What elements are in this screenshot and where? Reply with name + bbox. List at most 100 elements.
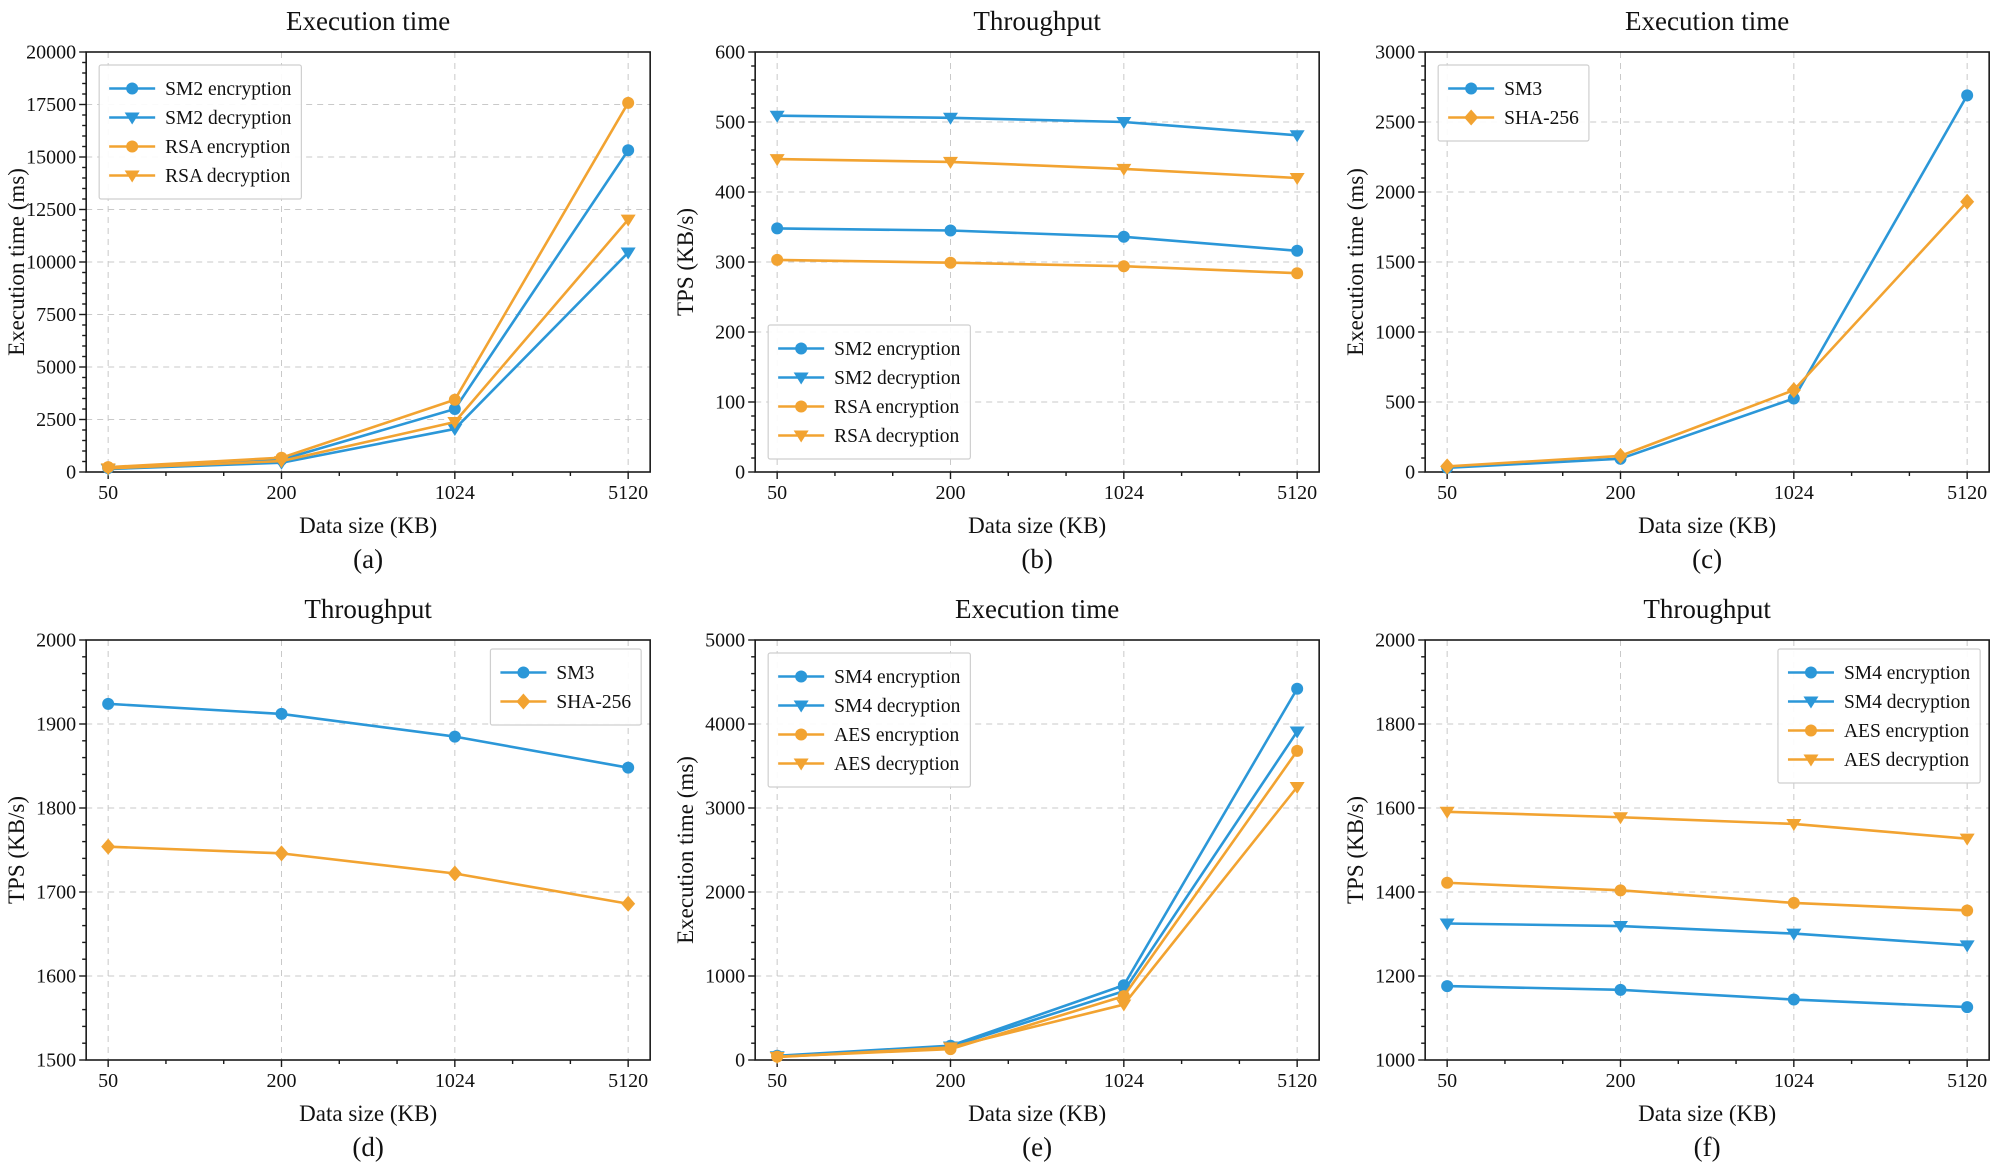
data-point-marker [1614,983,1627,996]
data-point-marker [102,697,115,710]
series-line [108,845,629,906]
legend-label: RSA encryption [165,137,290,158]
legend-marker [795,400,808,413]
x-axis-label: Data size (KB) [1638,1101,1776,1126]
data-point-marker [622,761,635,774]
y-tick-label: 7500 [36,304,76,326]
y-tick-label: 300 [715,252,745,274]
data-point-marker [1439,458,1454,475]
series-line [1446,810,1967,840]
y-tick-label: 1500 [1375,252,1415,274]
data-point-marker [1786,382,1801,399]
y-tick-label: 0 [66,462,76,484]
legend-label: SM3 [556,663,594,684]
plot-border [754,639,1321,1061]
data-point-marker [1787,896,1800,909]
y-tick-label: 15000 [26,147,76,169]
chart-title: Execution time [1625,6,1789,36]
data-point-marker [1289,173,1305,185]
series-line [108,702,629,769]
axis-ticks [79,639,629,1067]
chart-caption: (a) [353,544,383,574]
y-tick-label: 1000 [705,966,745,988]
y-axis-label: TPS (KB/s) [1343,796,1368,904]
data-point-marker [447,423,463,436]
data-point-marker [1959,940,1975,953]
y-tick-label: 2000 [1375,182,1415,204]
x-tick-label: 50 [98,482,118,504]
data-point-marker [769,110,785,123]
legend-label: SM2 decryption [834,368,960,389]
series-line [1446,881,1967,912]
chart-caption: (b) [1022,544,1053,574]
legend-marker [795,728,808,741]
data-point-marker [1959,833,1975,846]
chart-e: 0 1000 2000 3000 4000 5000 50 200 1024 5120 SM4 en… [669,588,1338,1176]
plot-border [85,639,651,1061]
data-point-marker [1612,812,1628,825]
x-tick-label: 50 [1437,482,1457,504]
y-tick-label: 2500 [1375,112,1415,134]
y-tick-label: 1700 [36,882,76,904]
y-tick-label: 3000 [705,798,745,820]
data-point-marker [620,214,636,227]
y-tick-label: 4000 [705,714,745,736]
data-point-marker [274,845,289,862]
series-line [108,251,630,471]
x-tick-label: 1024 [435,482,475,504]
y-axis-label: TPS (KB/s) [673,208,698,316]
data-point-marker [1959,193,1974,210]
data-point-marker [1614,884,1627,897]
data-point-marker [1118,260,1131,273]
series-line [1446,922,1967,947]
legend-marker [793,700,809,713]
y-tick-label: 20000 [26,42,76,64]
legend-label: AES decryption [1844,750,1969,771]
x-tick-label: 200 [266,482,296,504]
data-point-marker [620,247,636,260]
series-line [777,258,1298,275]
axis-ticks [79,51,629,479]
legend-box [98,64,302,200]
y-tick-label: 2000 [705,882,745,904]
data-point-marker [943,1042,959,1055]
x-tick-label: 200 [266,1070,296,1092]
data-point-marker [944,256,957,269]
chart-a-svg: 0 2500 5000 7500 10000 12500 15000 17500 20000 50… [4,6,651,574]
data-point-marker [1439,806,1455,819]
legend-label: RSA decryption [834,426,959,447]
data-point-marker [943,112,959,125]
data-point-marker [1439,918,1455,931]
legend-marker [517,666,530,679]
chart-e-svg: 0 1000 2000 3000 4000 5000 50 200 1024 5120 SM4 en… [673,594,1321,1162]
x-tick-label: 5120 [1947,482,1987,504]
series-line [777,157,1298,180]
data-point-marker [1787,392,1800,405]
y-tick-label: 1800 [36,798,76,820]
x-tick-label: 200 [936,482,966,504]
legend-marker [793,758,809,771]
data-point-marker [1291,244,1304,257]
legend-box [767,652,972,788]
legend-label: SM2 encryption [165,79,291,100]
legend-marker [1463,109,1478,126]
legend-marker [1803,696,1819,709]
series-line [108,102,630,469]
y-tick-label: 400 [715,182,745,204]
chart-c: 0 500 1000 1500 2000 2500 3000 50 200 1024 5120 SM3… [1339,0,2008,588]
x-axis-label: Data size (KB) [1638,513,1776,538]
data-point-marker [771,253,784,266]
data-point-marker [100,463,116,476]
y-tick-label: 3000 [1375,42,1415,64]
legend-marker [1804,666,1817,679]
data-point-marker [447,865,462,882]
data-point-marker [944,224,957,237]
legend-marker [1464,82,1477,95]
y-tick-label: 1000 [1375,1050,1415,1072]
chart-caption: (e) [1023,1132,1053,1162]
legend: SM2 encryption SM2 decryption RSA encrypti… [98,64,302,200]
y-tick-label: 1900 [36,714,76,736]
data-point-marker [1291,744,1304,757]
y-tick-label: 1800 [1375,714,1415,736]
legend-label: SM4 encryption [1844,663,1970,684]
